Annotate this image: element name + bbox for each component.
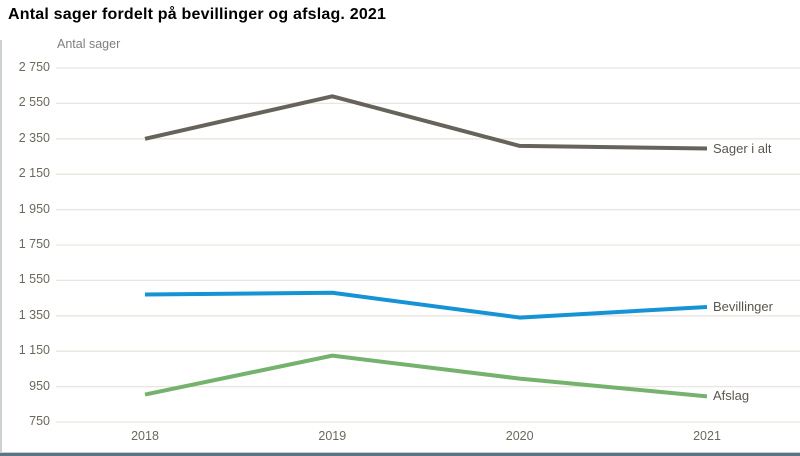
x-tick-label: 2021 (693, 429, 721, 443)
y-tick-label: 750 (29, 414, 50, 428)
y-tick-label: 1 750 (18, 237, 50, 251)
series-line-afslag (144, 353, 708, 399)
chart-title: Antal sager fordelt på bevillinger og af… (8, 6, 387, 23)
series-label-bevillinger: Bevillinger (713, 298, 773, 314)
x-tick-label: 2020 (505, 429, 534, 443)
y-tick-label: 2 350 (18, 130, 50, 145)
left-edge-divider (0, 40, 2, 456)
y-tick-label: 2 750 (18, 60, 50, 74)
x-tick-label: 2018 (131, 429, 159, 443)
y-tick-label: 1 350 (18, 307, 50, 322)
series-label-sager-i-alt: Sager i alt (713, 140, 772, 156)
y-tick-label: 1 150 (18, 343, 50, 358)
y-tick-label: 2 150 (18, 166, 50, 181)
y-tick-label: 950 (29, 378, 50, 393)
series-line-bevillinger (144, 290, 708, 320)
y-tick-label: 1 550 (18, 272, 50, 287)
x-tick-label: 2019 (318, 429, 347, 443)
bottom-edge-divider (0, 452, 800, 456)
series-line-sager-i-alt (144, 94, 708, 151)
y-tick-label: 2 550 (18, 95, 50, 110)
y-axis-title: Antal sager (57, 37, 121, 51)
y-tick-label: 1 950 (18, 201, 50, 216)
series-label-afslag: Afslag (713, 388, 750, 404)
